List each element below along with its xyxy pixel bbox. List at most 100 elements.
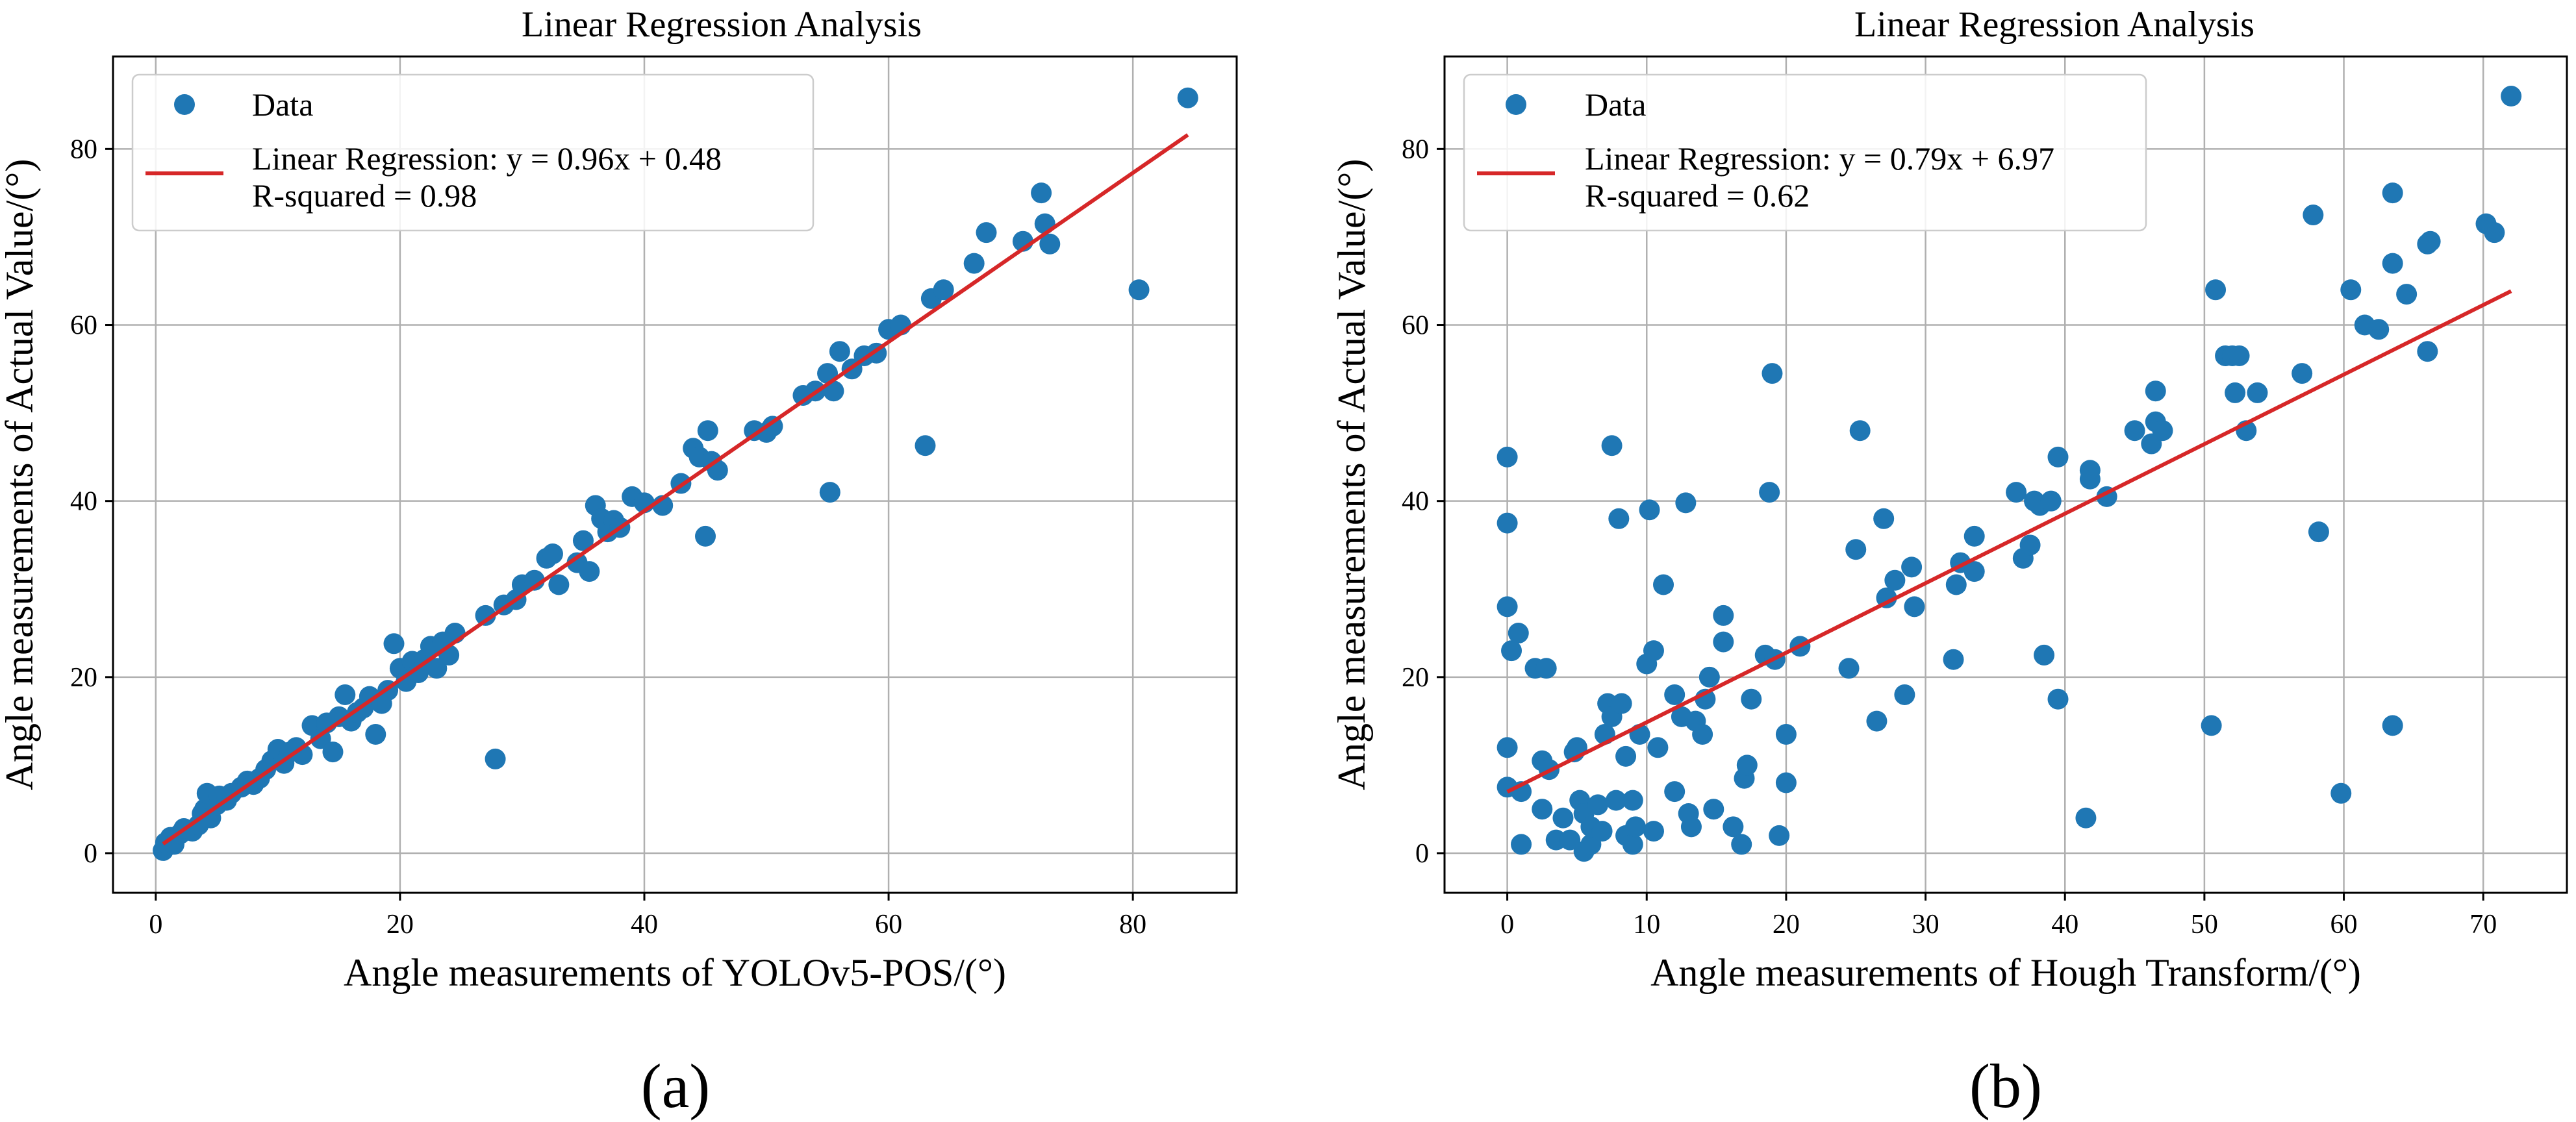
panel-a-legend-data-label: Data: [252, 86, 313, 123]
panel-b-data-point: [1759, 482, 1780, 503]
panel-b-data-point: [1845, 539, 1867, 560]
panel-a-x-tick-label: 0: [149, 910, 162, 940]
panel-b-x-tick-label: 50: [2191, 910, 2218, 940]
panel-b-data-point: [1639, 499, 1660, 521]
panel-a-x-tick-label: 80: [1119, 910, 1146, 940]
panel-b-data-point: [2047, 446, 2069, 468]
panel-a-data-point: [426, 658, 448, 679]
panel-b-data-point: [2382, 182, 2403, 204]
panel-b-data-point: [1606, 790, 1627, 811]
panel-b-data-point: [1736, 754, 1758, 776]
panel-a-data-point: [915, 435, 936, 456]
panel-b-data-point: [1611, 693, 1632, 714]
panel-a-x-axis-label: Angle measurements of YOLOv5-POS/(°): [344, 951, 1006, 994]
panel-a-legend-box: [131, 73, 814, 232]
panel-a-y-tick-label: 60: [70, 311, 97, 341]
panel-b-data-point: [1703, 799, 1724, 820]
panel-b-data-point: [2501, 86, 2522, 107]
panel-a-data-point: [1039, 233, 1061, 255]
panel-b-data-point: [1501, 640, 1522, 662]
panel-a-legend-r2-label: R-squared = 0.98: [252, 177, 477, 214]
panel-b-data-point: [1964, 561, 1985, 582]
panel-b-y-tick-label: 0: [1415, 839, 1429, 869]
panel-b-legend-data-marker: [1506, 94, 1526, 115]
panel-b-data-point: [2308, 521, 2329, 543]
panel-b-legend-r2-label: R-squared = 0.62: [1585, 177, 1810, 214]
panel-b-data-point: [2075, 807, 2097, 829]
panel-b-data-point: [1622, 790, 1643, 811]
panel-b-x-tick-label: 30: [1912, 910, 1939, 940]
panel-b-data-point: [1762, 363, 1783, 384]
panel-b-data-point: [1894, 684, 1915, 705]
panel-b-y-tick-label: 20: [1402, 663, 1429, 693]
panel-b-legend-fit-label: Linear Regression: y = 0.79x + 6.97: [1585, 140, 2054, 177]
panel-b-title: Linear Regression Analysis: [1854, 5, 2254, 45]
panel-b-data-point: [1496, 737, 1518, 758]
panel-b-regression-line: [1506, 289, 2512, 794]
panel-b-data-point: [1769, 825, 1790, 846]
panel-b-data-point: [1601, 435, 1623, 456]
panel-a-data-point: [485, 748, 506, 769]
panel-a-data-point: [976, 222, 997, 243]
panel-b-x-axis-label: Angle measurements of Hough Transform/(°…: [1650, 951, 2361, 994]
panel-b-data-point: [1608, 508, 1630, 529]
panel-a-x-tick-label: 20: [386, 910, 414, 940]
panel-b-data-point: [2040, 490, 2062, 512]
panel-b-data-point: [2006, 482, 2027, 503]
panel-b-data-point: [1741, 688, 1762, 710]
panel-a-legend-data-marker: [174, 94, 195, 115]
panel-a-y-tick-label: 80: [70, 134, 97, 164]
panel-b-data-point: [1838, 658, 1860, 679]
panel-a-data-point: [963, 253, 985, 274]
panel-a-data-point: [475, 605, 496, 626]
panel-b-y-tick-label: 60: [1402, 311, 1429, 341]
panel-b-data-point: [1901, 556, 1923, 578]
panel-b-data-point: [2225, 382, 2246, 403]
panel-b-data-point: [2382, 715, 2403, 736]
panel-b-data-point: [1508, 623, 1529, 644]
panel-b-x-tick-label: 20: [1773, 910, 1800, 940]
panel-b-data-point: [2417, 341, 2438, 362]
panel-b-data-point: [1713, 605, 1734, 626]
panel-a-x-ticks: 0 20 40 60 80: [149, 893, 1146, 940]
panel-b-data-point: [2201, 715, 2222, 736]
panel-b-data-point: [1723, 816, 1744, 838]
panel-a-legend: Data Linear Regression: y = 0.96x + 0.48…: [131, 73, 814, 232]
panel-b-data-point: [1775, 723, 1797, 745]
panel-b-data-point: [2396, 284, 2418, 305]
panel-b-data-point: [1866, 710, 1888, 732]
panel-b-data-point: [1964, 525, 1985, 547]
panel-a-data-point: [335, 684, 356, 705]
panel-b-data-point: [1675, 492, 1697, 514]
panel-b-data-point: [1643, 640, 1664, 662]
panel-b-data-point: [1511, 834, 1532, 855]
panel-a-data-point: [933, 279, 954, 301]
panel-b-data-point: [2247, 382, 2268, 403]
panel-a-caption: (a): [641, 1051, 711, 1121]
panel-a-data-point: [829, 341, 850, 362]
panel-a: Linear Regression Analysis Data Linear R…: [0, 5, 1238, 1121]
panel-a-y-tick-label: 20: [70, 663, 97, 693]
panel-a-data-point: [697, 420, 718, 442]
panel-a-y-tick-label: 0: [84, 839, 97, 869]
panel-b-caption: (b): [1969, 1051, 2042, 1121]
panel-b-data-point: [2152, 420, 2173, 442]
panel-b-data-point: [1496, 512, 1518, 534]
panel-b-data-point: [2145, 380, 2166, 402]
panel-b-data-point: [1591, 821, 1613, 842]
panel-b-data-point: [1873, 508, 1895, 529]
panel-b-data-point: [1532, 799, 1553, 820]
panel-a-data-point: [1177, 87, 1198, 108]
panel-b-data-point: [1615, 745, 1637, 767]
panel-b-data-point: [2047, 688, 2069, 710]
panel-b-x-tick-label: 60: [2330, 910, 2358, 940]
panel-b-data-point: [2229, 345, 2250, 366]
panel-a-axes-frame: [112, 55, 1238, 894]
panel-a-data-point: [695, 525, 716, 547]
panel-a-data-point: [1128, 279, 1150, 301]
panel-a-data-point: [322, 742, 344, 763]
panel-b: Linear Regression Analysis Data Linear R…: [1330, 5, 2568, 1121]
panel-b-x-tick-label: 0: [1500, 910, 1514, 940]
panel-a-data-point: [542, 543, 563, 565]
